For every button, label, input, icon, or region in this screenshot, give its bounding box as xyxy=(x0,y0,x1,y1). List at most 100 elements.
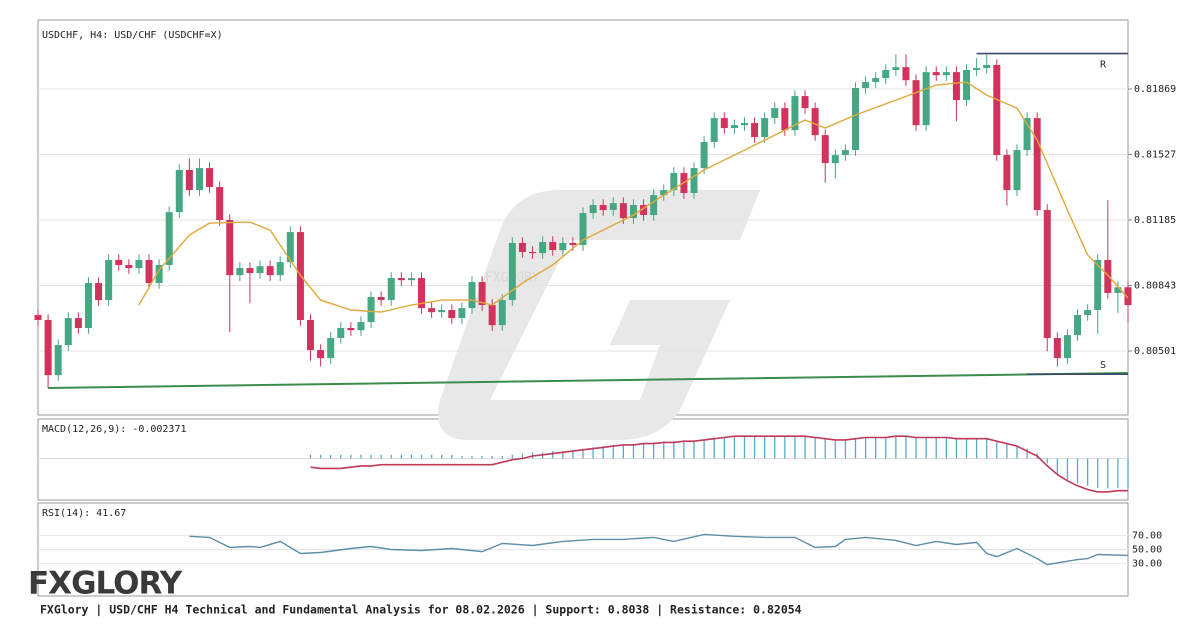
candle-body xyxy=(690,168,698,193)
candle-body xyxy=(952,72,960,101)
candle-body xyxy=(407,278,415,281)
candle-body xyxy=(367,296,375,323)
watermark-shape xyxy=(438,190,760,440)
candle-body xyxy=(771,108,779,119)
candle-body xyxy=(1023,118,1031,151)
candle-body xyxy=(377,296,385,301)
candle-body xyxy=(993,65,1001,156)
rsi-tick-label: 70.00 xyxy=(1132,530,1162,541)
candle-body xyxy=(236,268,244,276)
candle-body xyxy=(488,305,496,326)
trendline xyxy=(48,372,1129,389)
candle-body xyxy=(740,123,748,126)
candle-body xyxy=(609,203,617,211)
candle-body xyxy=(579,213,587,246)
candle-body xyxy=(862,82,870,89)
candle-body xyxy=(74,318,82,329)
candle-body xyxy=(963,69,971,101)
rsi-line xyxy=(189,533,1129,566)
candle-body xyxy=(508,242,516,301)
candle-body xyxy=(226,219,234,276)
candle-body xyxy=(650,195,658,216)
rsi-tick-label: 50.00 xyxy=(1132,545,1162,556)
candle-body xyxy=(518,242,526,252)
candle-body xyxy=(821,135,829,164)
candle-body xyxy=(448,310,456,319)
rsi-tick-label: 30.00 xyxy=(1132,559,1162,570)
candle-body xyxy=(95,283,103,301)
macd-title: MACD(12,26,9): -0.002371 xyxy=(42,424,187,435)
candle-body xyxy=(549,242,557,251)
rsi-title: RSI(14): 41.67 xyxy=(42,508,126,519)
candle-body xyxy=(700,142,708,169)
candle-body xyxy=(720,118,728,129)
candle-body xyxy=(852,88,859,151)
candle-body xyxy=(175,169,183,213)
moving-average xyxy=(138,81,1129,313)
candle-body xyxy=(195,168,203,191)
chart-title: USDCHF, H4: USD/CHF (USDCHF=X) xyxy=(42,30,223,41)
candle-body xyxy=(559,242,567,251)
candle-body xyxy=(44,319,52,376)
candle-body xyxy=(730,125,738,129)
candle-body xyxy=(983,65,991,69)
candle-body xyxy=(710,118,718,143)
candle-body xyxy=(932,72,940,76)
candle-body xyxy=(418,278,426,309)
candle-body xyxy=(882,69,890,79)
candle-body xyxy=(478,282,486,306)
candle-body xyxy=(902,67,910,81)
candle-body xyxy=(458,308,466,319)
watermark-logo xyxy=(438,190,760,440)
candle-body xyxy=(185,169,193,191)
candle-body xyxy=(468,282,476,309)
candle-body xyxy=(1043,210,1051,338)
candle-body xyxy=(892,67,900,70)
candle-body xyxy=(922,72,930,126)
candle-body xyxy=(155,265,163,284)
candle-body xyxy=(216,187,224,220)
candle-body xyxy=(1063,335,1071,359)
candle-body xyxy=(357,322,365,331)
candle-body xyxy=(307,319,314,351)
candle-body xyxy=(1114,287,1122,293)
candle-body xyxy=(912,80,920,126)
candle-body xyxy=(1104,260,1112,293)
candle-body xyxy=(781,108,789,131)
candle-body xyxy=(761,118,769,138)
candle-body xyxy=(1003,155,1011,191)
y-tick-label: 0.80843 xyxy=(1134,281,1176,292)
candle-body xyxy=(629,205,637,219)
candle-body xyxy=(347,328,355,331)
candle-body xyxy=(135,260,143,269)
candle-body xyxy=(973,68,981,70)
y-tick-label: 0.81869 xyxy=(1134,84,1176,95)
candle-body xyxy=(165,212,173,266)
candle-body xyxy=(317,350,325,359)
candle-body xyxy=(256,266,264,274)
candle-body xyxy=(539,242,547,254)
candle-body xyxy=(84,283,92,329)
candle-body xyxy=(125,265,133,269)
candle-body xyxy=(660,190,668,196)
y-tick-label: 0.80501 xyxy=(1134,346,1176,357)
candle-body xyxy=(640,205,648,216)
candle-body xyxy=(34,315,42,320)
y-tick-label: 0.81527 xyxy=(1134,149,1176,160)
candle-body xyxy=(145,260,153,284)
candle-body xyxy=(266,266,274,276)
candle-body xyxy=(942,72,950,76)
candle-body xyxy=(105,260,113,301)
candle-body xyxy=(872,78,880,83)
candle-body xyxy=(801,96,809,109)
candle-body xyxy=(54,345,62,376)
candle-body xyxy=(1074,315,1082,336)
candle-body xyxy=(599,205,607,211)
candle-body xyxy=(529,251,537,254)
support-label: S xyxy=(1100,360,1106,371)
candle-body xyxy=(589,205,597,214)
candle-body xyxy=(438,310,446,313)
logo: FXGLORY xyxy=(28,566,183,602)
candle-body xyxy=(791,96,799,131)
